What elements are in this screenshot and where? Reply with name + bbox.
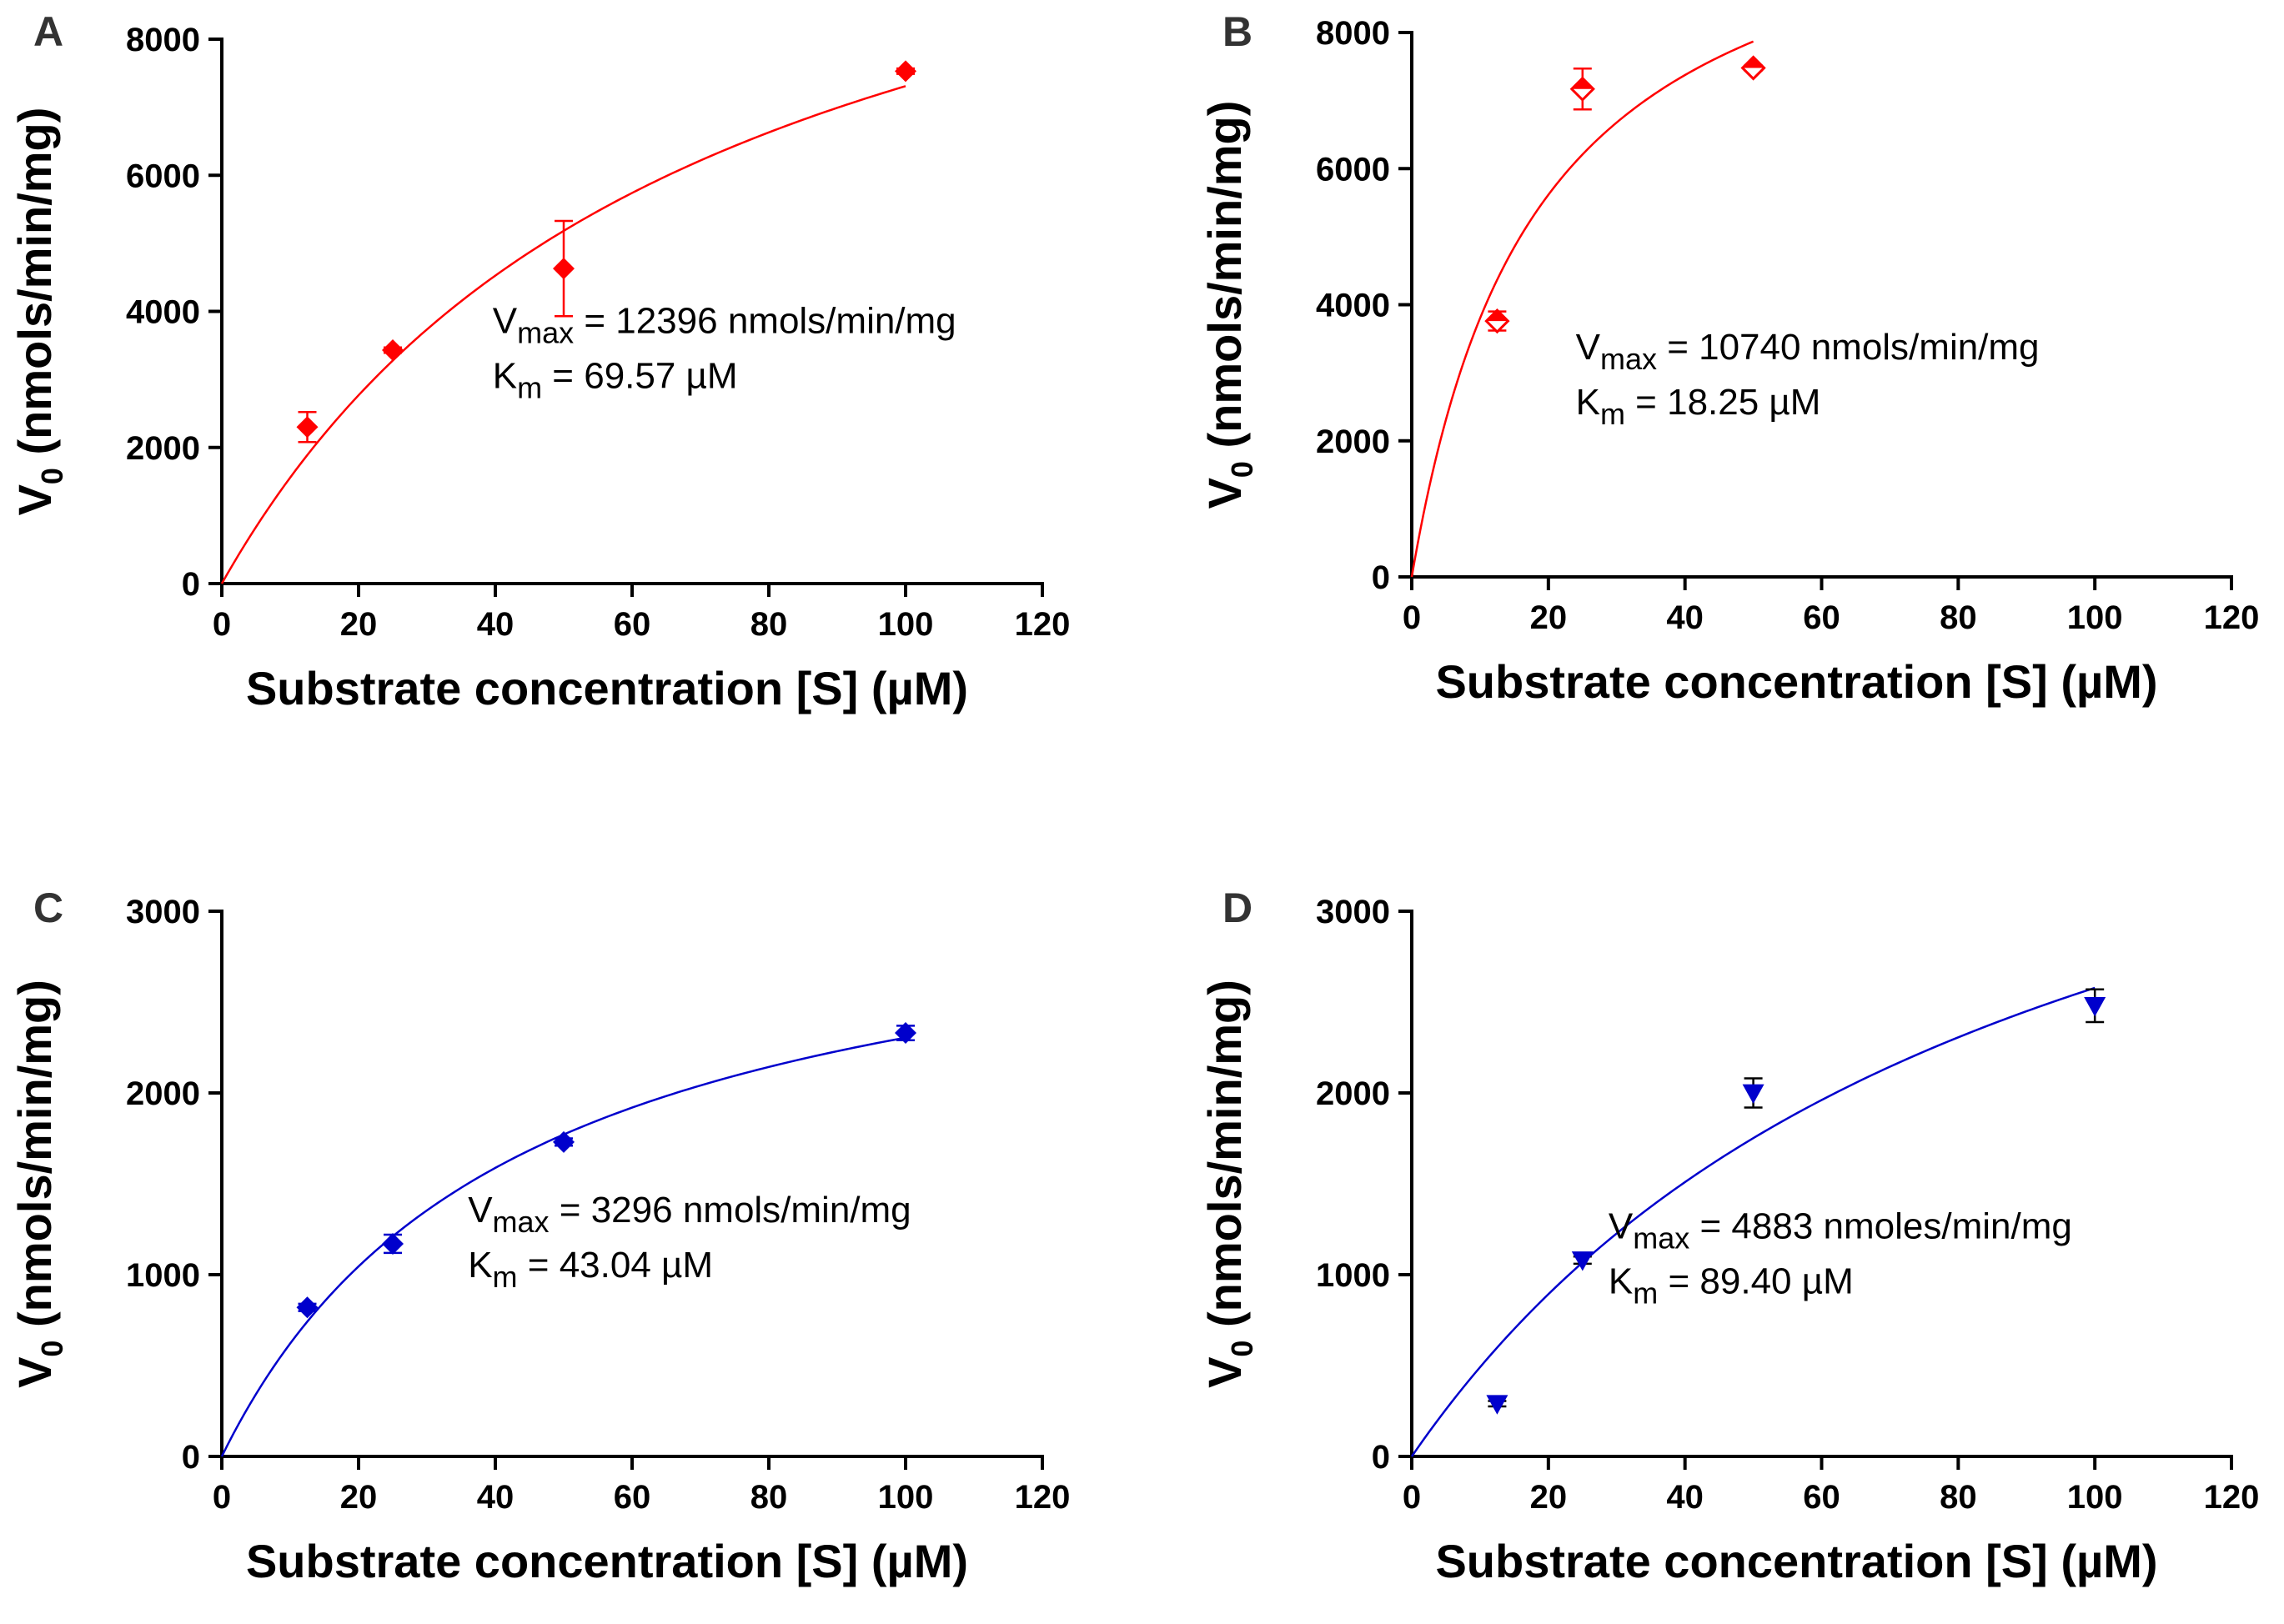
fit-curve <box>1410 986 2096 1457</box>
y-axis-title: V0 (nmols/min/mg) <box>1198 101 1259 509</box>
x-tick-label: 120 <box>2204 1479 2260 1516</box>
data-point <box>553 1130 575 1153</box>
x-axis-title: Substrate concentration [S] (µM) <box>1435 655 2157 708</box>
data-point <box>1740 55 1766 81</box>
y-tick-label: 1000 <box>126 1257 200 1294</box>
y-tick-label: 1000 <box>1316 1257 1390 1294</box>
x-axis-title: Substrate concentration [S] (µM) <box>1435 1535 2157 1587</box>
y-axis-title: V0 (nmols/min/mg) <box>1198 980 1259 1388</box>
x-tick-label: 120 <box>1015 1479 1071 1516</box>
data-point <box>382 1232 404 1255</box>
data-point <box>1484 308 1510 334</box>
x-tick-label: 80 <box>1940 599 1977 636</box>
x-tick-label: 60 <box>614 1479 651 1516</box>
y-tick-label: 0 <box>1372 1439 1390 1476</box>
x-tick-label: 60 <box>1803 599 1840 636</box>
data-point <box>895 1022 916 1045</box>
y-tick-label: 6000 <box>126 158 200 194</box>
data-point <box>1571 1251 1594 1271</box>
y-tick-label: 2000 <box>126 430 200 467</box>
panels: A0 20 40 60 80 100 12002000400060008000Substra… <box>8 8 2259 1587</box>
y-tick-label: 0 <box>1372 559 1390 596</box>
y-tick-label: 8000 <box>1316 15 1390 52</box>
data-point <box>382 339 404 362</box>
y-tick-label: 4000 <box>126 294 200 331</box>
data-point <box>2084 996 2106 1017</box>
vmax-annotation: Vmax = 3296 nmols/min/mg <box>468 1190 911 1239</box>
panel-d: D 0 20 40 60 80 100 120 0 1000 2000 3000 Substrate c… <box>1198 885 2259 1587</box>
km-annotation: Km = 43.04 µM <box>468 1245 713 1294</box>
y-tick-label: 0 <box>182 566 200 603</box>
x-tick-label: 20 <box>340 606 378 643</box>
data-point <box>296 1296 319 1319</box>
x-tick-label: 20 <box>1530 599 1568 636</box>
x-tick-label: 100 <box>2067 1479 2123 1516</box>
panel-letter: D <box>1222 885 1252 931</box>
x-tick-label: 60 <box>614 606 651 643</box>
panel-b: B 0 20 40 60 80 100 120 0 2000 4000 6000 8000 Substra… <box>1198 8 2259 708</box>
data-point <box>1742 1084 1764 1104</box>
x-tick-label: 100 <box>878 1479 934 1516</box>
panel-a: A 0 20 40 60 80 100 120 0 2000 4000 6000 8000 Substra… <box>8 8 1070 714</box>
y-tick-label: 3000 <box>126 894 200 930</box>
x-tick-label: 120 <box>1015 606 1071 643</box>
x-tick-label: 20 <box>340 1479 378 1516</box>
x-axis-title: Substrate concentration [S] (µM) <box>246 1535 968 1587</box>
panel-letter: B <box>1222 8 1252 55</box>
x-tick-label: 0 <box>213 606 231 643</box>
x-tick-label: 100 <box>2067 599 2123 636</box>
y-tick-label: 8000 <box>126 22 200 58</box>
x-tick-label: 20 <box>1530 1479 1568 1516</box>
y-tick-label: 2000 <box>1316 1075 1390 1112</box>
vmax-annotation: Vmax = 10740 nmols/min/mg <box>1576 327 2040 376</box>
y-tick-label: 2000 <box>1316 424 1390 460</box>
x-tick-label: 40 <box>1666 1479 1704 1516</box>
data-point <box>895 60 916 83</box>
data-point <box>1486 1395 1508 1415</box>
x-tick-label: 80 <box>1940 1479 1977 1516</box>
km-annotation: Km = 69.57 µM <box>493 356 738 405</box>
x-tick-label: 80 <box>750 1479 788 1516</box>
y-tick-label: 3000 <box>1316 894 1390 930</box>
km-annotation: Km = 89.40 µM <box>1609 1261 1854 1310</box>
y-axis-title: V0 (nmols/min/mg) <box>8 108 69 516</box>
data-point <box>553 258 575 280</box>
panel-letter: A <box>33 8 63 55</box>
x-axis-title: Substrate concentration [S] (µM) <box>246 662 968 714</box>
vmax-annotation: Vmax = 4883 nmoles/min/mg <box>1609 1205 2072 1255</box>
y-tick-label: 4000 <box>1316 288 1390 324</box>
y-tick-label: 2000 <box>126 1075 200 1112</box>
panel-c: C 0 20 40 60 80 100 120 0 1000 2000 3000 Substrate c… <box>8 885 1070 1587</box>
x-tick-label: 0 <box>1403 1479 1421 1516</box>
fit-curve <box>1410 40 1754 578</box>
y-tick-label: 6000 <box>1316 151 1390 188</box>
y-axis-title: V0 (nmols/min/mg) <box>8 980 69 1388</box>
data-point <box>296 416 319 439</box>
y-tick-label: 0 <box>182 1439 200 1476</box>
x-tick-label: 40 <box>477 1479 515 1516</box>
km-annotation: Km = 18.25 µM <box>1576 382 1821 431</box>
x-tick-label: 100 <box>878 606 934 643</box>
panel-letter: C <box>33 885 63 931</box>
data-point <box>1569 76 1595 102</box>
x-tick-label: 40 <box>477 606 515 643</box>
x-tick-label: 0 <box>213 1479 231 1516</box>
x-tick-label: 40 <box>1666 599 1704 636</box>
vmax-annotation: Vmax = 12396 nmols/min/mg <box>493 301 956 350</box>
x-tick-label: 60 <box>1803 1479 1840 1516</box>
x-tick-label: 120 <box>2204 599 2260 636</box>
x-tick-label: 0 <box>1403 599 1421 636</box>
x-tick-label: 80 <box>750 606 788 643</box>
